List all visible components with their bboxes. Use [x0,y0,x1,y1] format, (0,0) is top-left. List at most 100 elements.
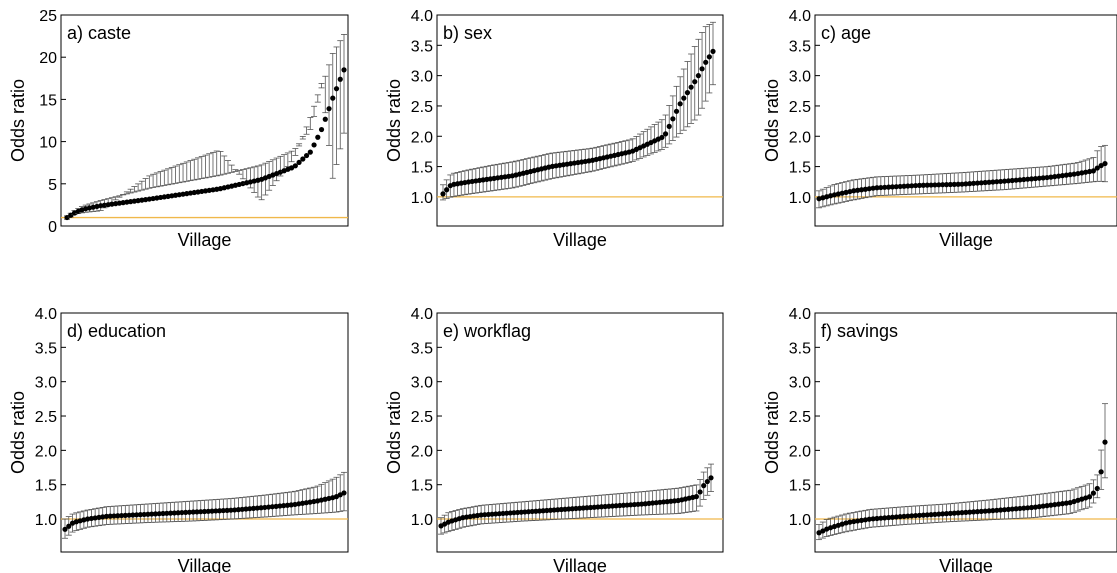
data-point [866,186,872,192]
data-point [1013,177,1019,183]
y-tick-label: 3.5 [411,340,433,357]
data-point [175,510,181,516]
data-point [862,186,868,192]
data-point [1036,504,1042,510]
data-point [963,509,969,515]
y-tick-label: 2.5 [789,99,811,116]
panel-education: 1.0 1.5 2.0 2.5 3.0 3.5 4.0 d) education Village… [8,306,349,573]
data-point [1094,165,1100,171]
plot-frame [814,312,1117,553]
data-point [893,514,899,520]
y-tick-label: 2.5 [35,409,57,426]
data-point [882,515,888,521]
data-point [843,189,849,195]
data-point [1040,503,1046,509]
data-point [1102,439,1108,445]
data-point [103,513,110,519]
data-point [64,214,70,221]
data-point [994,179,1000,185]
data-point [265,504,272,510]
data-point [107,513,113,519]
data-point [851,188,857,194]
panel-label: b) sex [443,23,492,43]
y-tick-label: 1.5 [789,478,811,495]
data-point [198,509,204,515]
data-point [330,95,336,101]
y-tick-label: 3.5 [789,38,811,55]
data-point [699,66,705,72]
data-point [920,512,926,518]
data-point [205,508,211,514]
data-point [115,513,121,519]
data-point [1005,178,1011,184]
y-tick-label: 1.5 [411,478,433,495]
data-point [943,182,950,188]
y-tick-label: 3.0 [411,69,433,86]
data-point [955,181,961,187]
data-point [1059,501,1066,507]
data-point [932,511,938,517]
data-point [820,528,826,534]
data-point [835,191,841,197]
data-point [858,187,865,193]
data-point [1102,160,1108,167]
x-axis-label: Village [939,230,993,250]
data-point [851,518,857,525]
data-point [693,494,700,500]
data-point [1028,504,1035,511]
data-point [695,73,702,79]
y-tick-label: 3.0 [789,69,811,86]
data-point [1098,469,1104,475]
data-point [1056,173,1062,179]
data-point [816,530,822,536]
data-point [974,180,981,186]
data-point [967,181,973,187]
data-point [677,101,683,107]
data-point [1052,174,1058,180]
data-point [897,183,903,190]
data-point [710,48,716,54]
data-point [194,509,200,515]
data-point [122,512,128,518]
data-point [288,502,294,508]
data-point [855,187,861,193]
data-point [1048,174,1054,180]
data-point [273,503,279,509]
y-tick-label: 2.5 [789,409,811,426]
data-point [703,59,709,65]
data-point [1028,176,1035,182]
data-point [998,507,1004,513]
data-point [905,513,911,519]
data-point [224,507,230,513]
data-point [1005,506,1011,512]
data-point [916,182,923,188]
data-point [228,507,234,513]
data-point [1094,485,1100,492]
y-tick-label: 1.5 [411,160,433,177]
panel-age: 1.0 1.5 2.0 2.5 3.0 3.5 4.0 c) age Village Odds r… [762,8,1117,250]
plot-frame [436,312,724,553]
data-point [1009,177,1015,184]
data-point [878,515,884,521]
data-point [164,510,170,516]
data-point [982,179,988,186]
data-point [160,510,166,517]
y-tick-label: 2.5 [411,409,433,426]
data-point [213,508,219,514]
data-point [831,192,838,198]
data-point [920,182,926,188]
data-point [670,116,676,122]
y-tick-label: 2.0 [411,443,433,460]
data-point [262,504,268,511]
y-tick-label: 3.5 [35,340,57,357]
data-point [701,483,707,489]
data-point [673,108,680,114]
data-point [901,513,907,519]
y-tick-label: 4.0 [411,8,433,25]
data-point [990,508,996,514]
y-tick-label: 3.0 [789,375,811,392]
data-point [307,149,313,155]
data-point [281,503,287,509]
data-point [943,511,950,517]
